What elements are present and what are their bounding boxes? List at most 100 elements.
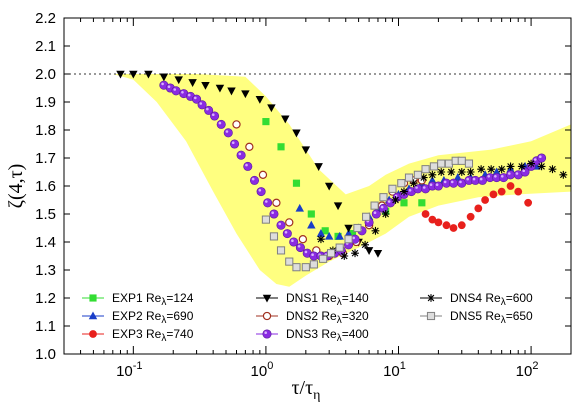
data-point-highlight	[507, 172, 511, 175]
data-point	[559, 170, 568, 179]
data-point	[448, 178, 459, 188]
data-point	[230, 139, 240, 149]
y-tick-label: 2.0	[35, 66, 56, 83]
data-point	[517, 162, 526, 171]
data-point	[466, 212, 475, 221]
legend-label: EXP1 Reλ=124	[112, 291, 194, 308]
data-point	[269, 232, 279, 241]
data-point	[307, 210, 315, 218]
data-point	[201, 81, 210, 90]
data-point-highlight	[479, 177, 483, 181]
data-point	[261, 215, 270, 224]
data-point	[258, 170, 268, 179]
data-point	[216, 119, 226, 129]
data-point-highlight	[206, 107, 209, 111]
data-point	[400, 199, 408, 207]
data-point	[481, 196, 490, 204]
data-point	[321, 227, 329, 235]
data-point-highlight	[443, 180, 447, 184]
legend-marker	[88, 311, 98, 320]
data-point-highlight	[225, 130, 229, 133]
y-tick-label: 2.1	[35, 38, 56, 55]
data-point-highlight	[373, 211, 377, 214]
x-tick-label: 101	[383, 360, 406, 380]
series-6	[159, 80, 547, 261]
data-point	[474, 204, 483, 213]
data-point	[413, 170, 422, 179]
y-tick-label: 1.8	[35, 122, 56, 139]
data-point-highlight	[161, 82, 164, 86]
data-point	[457, 168, 466, 176]
data-point	[506, 182, 515, 190]
y-tick-label: 1.6	[35, 178, 56, 195]
data-point	[281, 115, 290, 124]
data-point	[263, 198, 273, 208]
y-tick-label: 1.0	[35, 346, 56, 363]
x-tick-label: 100	[251, 360, 274, 380]
data-point	[548, 165, 557, 174]
data-point-highlight	[187, 93, 191, 97]
legend-label: DNS5 Reλ=650	[450, 309, 533, 326]
data-point	[324, 231, 334, 240]
data-point	[144, 70, 153, 79]
data-point	[433, 181, 443, 191]
axis-titles: ζ(4,τ) τ/τη	[5, 164, 320, 403]
legend-marker	[427, 294, 435, 302]
data-point	[497, 165, 506, 174]
legend-marker	[426, 311, 436, 321]
data-point	[344, 224, 353, 233]
data-point	[289, 237, 299, 247]
data-point	[524, 198, 533, 207]
data-point	[364, 247, 374, 255]
data-point-highlight	[258, 189, 262, 192]
data-point-highlight	[238, 152, 242, 156]
data-point-highlight	[218, 121, 222, 125]
data-point	[267, 104, 276, 113]
data-point	[418, 199, 426, 207]
data-point	[373, 249, 383, 258]
data-point	[391, 196, 400, 204]
data-point	[256, 187, 266, 197]
data-point-highlight	[472, 177, 476, 181]
data-point	[298, 235, 308, 244]
data-point	[319, 254, 328, 263]
legend-marker	[89, 294, 97, 302]
y-tick-label: 1.4	[35, 234, 56, 251]
data-point-highlight	[181, 91, 184, 94]
data-point	[429, 162, 438, 171]
legend-label: DNS2 Reλ=320	[286, 309, 369, 326]
data-point-highlight	[533, 158, 537, 161]
legend-label: DNS4 Reλ=600	[450, 291, 533, 308]
data-point	[537, 162, 546, 171]
data-point	[370, 201, 379, 210]
data-point-highlight	[387, 200, 391, 203]
data-point	[497, 187, 506, 196]
data-point	[434, 218, 443, 227]
y-tick-label: 1.2	[35, 290, 56, 307]
x-axis-title-subscript: η	[313, 388, 320, 403]
legend-marker-highlight	[264, 331, 268, 335]
data-point	[292, 179, 301, 187]
data-point	[413, 184, 423, 194]
data-point-highlight	[291, 239, 294, 242]
data-point	[333, 202, 343, 211]
data-point	[285, 257, 294, 266]
y-tick-label: 1.9	[35, 94, 56, 111]
data-point-highlight	[173, 88, 177, 91]
legend-entry: EXP1 Reλ=124	[82, 291, 194, 308]
legend-marker	[262, 311, 272, 321]
legend-entry: DNS5 Reλ=650	[420, 309, 533, 326]
data-point-highlight	[251, 177, 255, 181]
data-point-highlight	[284, 231, 288, 234]
data-point	[324, 182, 334, 191]
data-point	[285, 218, 294, 227]
data-point-highlight	[515, 172, 519, 175]
data-point	[514, 187, 523, 196]
data-point	[223, 128, 233, 138]
data-point	[317, 235, 325, 244]
series-layer	[116, 70, 568, 272]
data-point	[449, 224, 458, 232]
confidence-band-layer	[112, 74, 571, 287]
data-point-highlight	[199, 102, 203, 105]
data-point	[241, 90, 250, 99]
